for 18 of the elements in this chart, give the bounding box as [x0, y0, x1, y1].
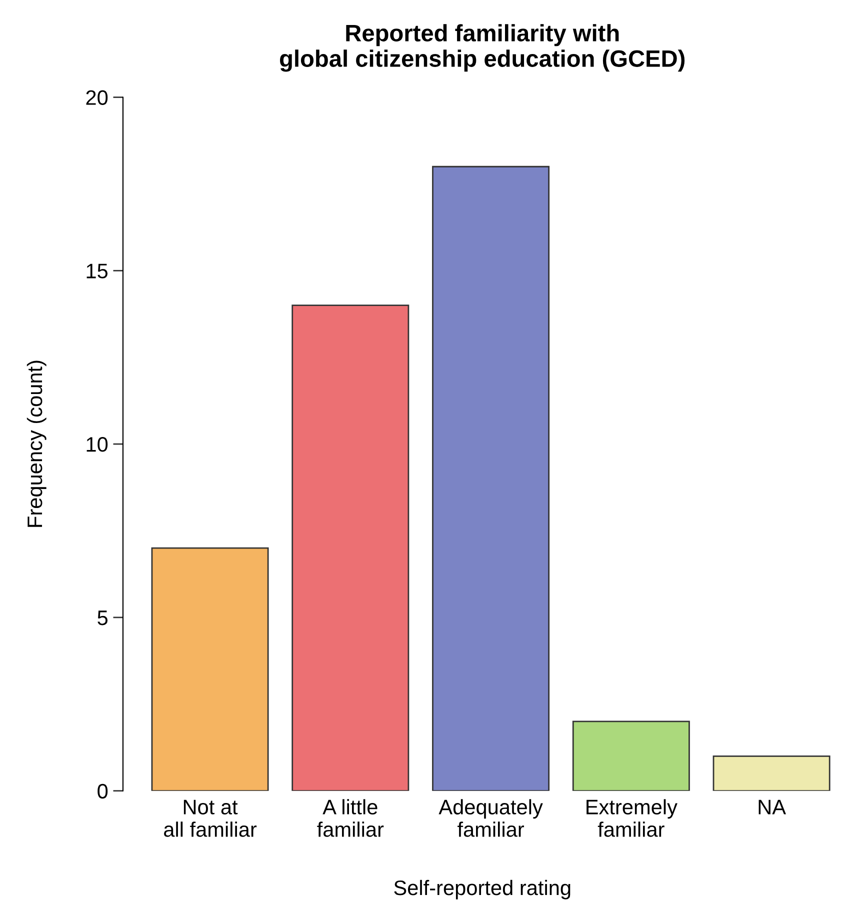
- y-tick-label: 5: [98, 610, 108, 626]
- x-tick-label: Not at all familiar: [164, 800, 257, 837]
- chart-title: Reported familiarity with global citizenship education (GCED): [280, 24, 685, 72]
- y-tick-label: 15: [86, 264, 108, 278]
- x-axis-title: Self-reported rating: [394, 880, 570, 900]
- bar: [151, 547, 269, 791]
- x-tick-label: A little familiar: [317, 799, 384, 837]
- bar: [292, 304, 410, 791]
- y-tick-label: 0: [98, 784, 108, 799]
- y-axis-title: Frequency (count): [26, 360, 46, 527]
- y-tick-label: 20: [86, 90, 108, 106]
- bar: [432, 166, 550, 791]
- bar: [572, 720, 690, 791]
- y-tick-label: 10: [86, 437, 108, 452]
- bar: [712, 755, 830, 791]
- x-tick-label: Extremely familiar: [586, 799, 678, 837]
- x-tick-label: NA: [758, 800, 786, 814]
- x-tick-label: Adequately familiar: [438, 799, 543, 837]
